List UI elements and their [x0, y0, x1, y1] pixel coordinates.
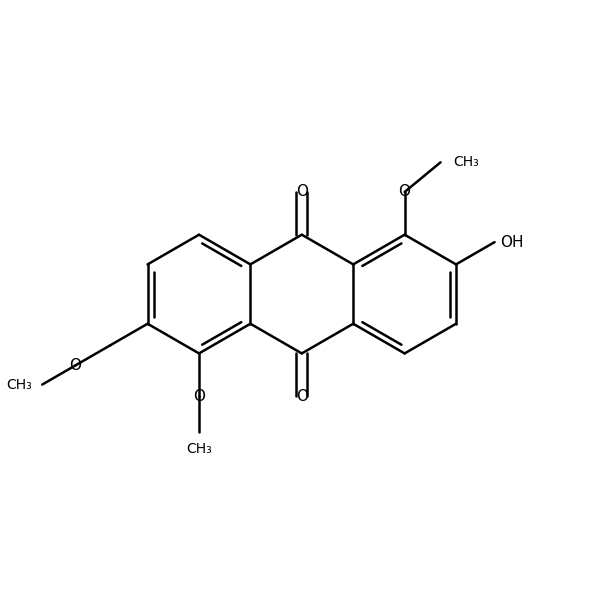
Text: O: O: [70, 358, 82, 373]
Text: CH₃: CH₃: [454, 155, 479, 169]
Text: CH₃: CH₃: [186, 442, 212, 457]
Text: CH₃: CH₃: [6, 377, 32, 392]
Text: OH: OH: [500, 235, 524, 250]
Text: O: O: [296, 184, 308, 199]
Text: O: O: [193, 389, 205, 404]
Text: O: O: [296, 389, 308, 404]
Text: O: O: [398, 184, 410, 199]
